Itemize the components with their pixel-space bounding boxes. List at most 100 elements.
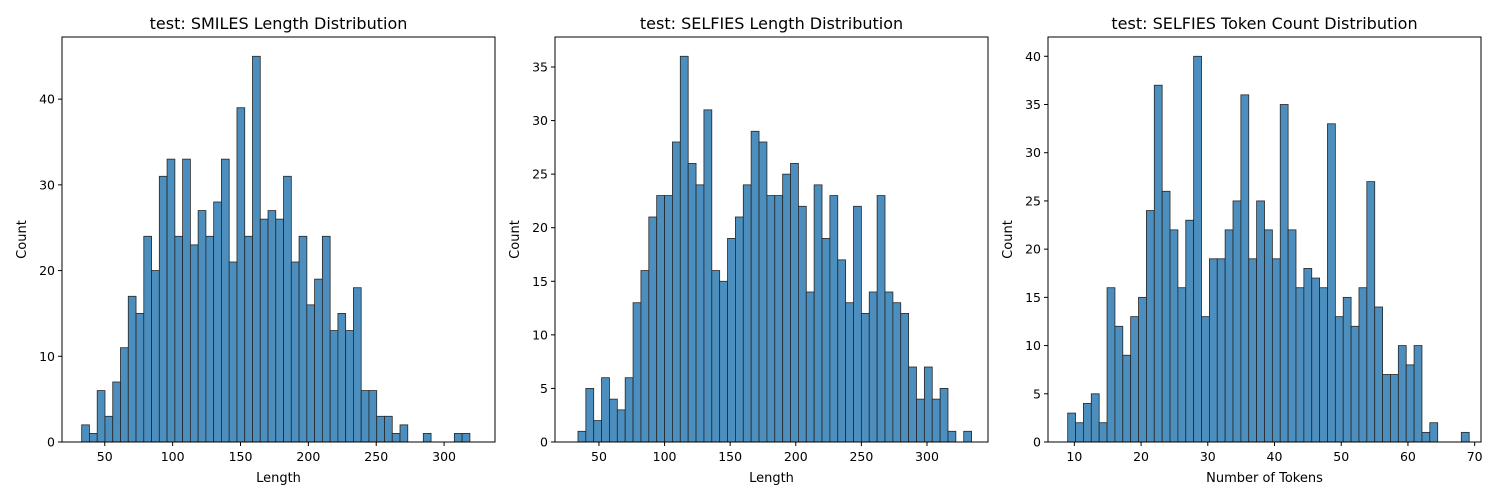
histogram-bar (719, 280, 728, 443)
x-tick-label: 40 (1267, 449, 1283, 464)
histogram-bar (1075, 422, 1084, 443)
histogram-bar (1279, 104, 1289, 443)
y-axis-label: Count (508, 220, 523, 259)
histogram-bar (453, 433, 463, 443)
histogram-bar (275, 218, 284, 443)
histogram-bar (96, 390, 106, 443)
y-tick-label: 30 (39, 177, 55, 192)
histogram-bar (182, 158, 191, 443)
chart-title: test: SMILES Length Distribution (150, 14, 408, 33)
histogram-bar (601, 377, 610, 443)
histogram-bar (829, 195, 839, 443)
histogram-bar (104, 415, 114, 443)
y-tick-label: 25 (1025, 193, 1041, 208)
histogram-bar (774, 195, 784, 443)
histogram-bar (1185, 219, 1195, 443)
x-tick-label: 30 (1200, 449, 1216, 464)
histogram-bar (876, 195, 886, 443)
chart-title: test: SELFIES Length Distribution (640, 14, 903, 33)
histogram-bar (766, 195, 776, 443)
histogram-bar (892, 302, 902, 443)
y-tick-label: 0 (1033, 435, 1041, 450)
histogram-bar (931, 398, 941, 443)
histogram-bar (640, 270, 650, 443)
smiles-length-histogram: test: SMILES Length Distribution Length … (15, 14, 496, 486)
histogram-bar (1122, 354, 1132, 443)
y-tick-label: 10 (39, 349, 55, 364)
histogram-bar (1421, 431, 1431, 443)
histogram-bar (695, 184, 705, 443)
histogram-bar (360, 390, 370, 443)
x-tick-label: 50 (591, 449, 607, 464)
histogram-bar (1397, 345, 1407, 443)
y-axis-label: Count (15, 220, 30, 259)
histogram-bar (664, 195, 673, 443)
histogram-bar (593, 420, 602, 443)
histogram-bar (735, 216, 744, 443)
x-tick-label: 150 (718, 449, 742, 464)
histogram-bar (1248, 258, 1258, 443)
histogram-bar (236, 107, 246, 443)
histogram-bar (228, 261, 238, 443)
histogram-bar (947, 430, 957, 443)
histogram-bar (1382, 374, 1391, 443)
histogram-bar (1169, 229, 1179, 443)
histogram-bar (158, 175, 168, 443)
histogram-bar (345, 330, 354, 443)
histogram-bar (1083, 403, 1092, 443)
y-tick-label: 35 (532, 60, 548, 75)
histogram-bar (174, 235, 184, 443)
histogram-bar (283, 175, 292, 443)
histogram-bar (868, 291, 878, 443)
histogram-bar (127, 295, 137, 443)
histogram-bar (656, 195, 665, 443)
y-tick-label: 20 (1025, 242, 1041, 257)
histogram-bar (1138, 296, 1147, 443)
histogram-bar (782, 173, 791, 443)
histogram-bar (197, 210, 207, 443)
histogram-bar (1327, 123, 1336, 443)
y-tick-label: 10 (532, 327, 548, 342)
x-tick-label: 300 (432, 449, 456, 464)
x-tick-label: 250 (364, 449, 388, 464)
histogram-bar (758, 141, 768, 443)
y-tick-label: 10 (1025, 338, 1041, 353)
x-tick-label: 60 (1400, 449, 1416, 464)
y-tick-label: 20 (39, 263, 55, 278)
histogram-bar (884, 291, 894, 443)
x-tick-label: 50 (1333, 449, 1349, 464)
histogram-bar (1334, 316, 1344, 443)
histogram-bar (711, 270, 721, 443)
y-tick-label: 0 (47, 435, 55, 450)
y-tick-label: 15 (532, 274, 548, 289)
histogram-bar (1216, 258, 1226, 443)
histogram-bar (1177, 287, 1187, 443)
histogram-bar (1208, 258, 1218, 443)
histogram-bar (166, 158, 176, 443)
histogram-bar (813, 184, 823, 443)
histogram-bar (1460, 431, 1470, 443)
x-tick-label: 200 (296, 449, 320, 464)
histogram-bar (213, 201, 222, 443)
chart-title: test: SELFIES Token Count Distribution (1111, 14, 1417, 33)
histogram-bar (384, 415, 393, 443)
x-tick-label: 250 (849, 449, 873, 464)
histogram-bar (679, 55, 689, 443)
histogram-bar (687, 163, 697, 443)
histogram-bar (1413, 345, 1423, 443)
histogram-bar (1405, 364, 1415, 443)
y-tick-label: 30 (1025, 145, 1041, 160)
histogram-bar (151, 270, 160, 443)
bars (577, 55, 972, 443)
histogram-bar (1146, 210, 1155, 443)
y-tick-label: 0 (540, 435, 548, 450)
plot-frame (1047, 36, 1482, 443)
x-axis-label: Length (256, 471, 301, 486)
y-tick-label: 35 (1025, 97, 1041, 112)
histogram-bar (120, 347, 129, 443)
histogram-bar (298, 235, 308, 443)
histogram-bar (797, 205, 807, 443)
histogram-bar (259, 218, 269, 443)
histogram-bar (329, 330, 339, 443)
histogram-bar (1240, 94, 1250, 443)
